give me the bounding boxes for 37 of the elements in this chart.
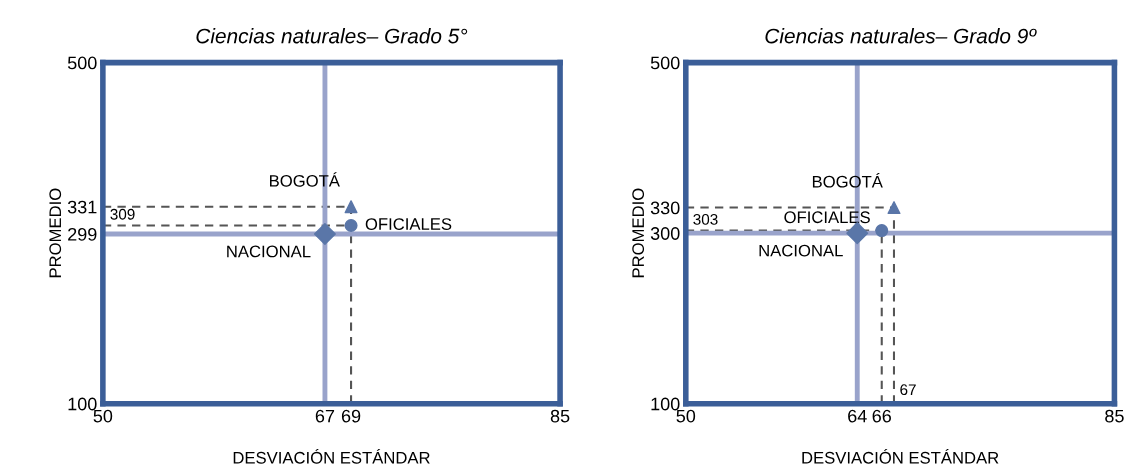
- point: [875, 224, 889, 238]
- series-label: BOGOTÁ: [270, 172, 340, 187]
- y-tick-label: 299: [68, 227, 97, 241]
- y-tick-label: 331: [67, 200, 97, 214]
- y-tick-label: 330: [650, 201, 680, 215]
- series-label: OFICIALES: [365, 218, 452, 230]
- x-axis-title: DESVIACIÓN ESTÁNDAR: [802, 449, 999, 464]
- ref-line-label: 309: [110, 208, 135, 220]
- chart-title: Ciencias naturales– Grado 5°: [196, 28, 468, 44]
- x-axis-title: DESVIACIÓN ESTÁNDAR: [233, 449, 430, 464]
- x-tick-label: 69: [341, 409, 361, 423]
- ref-line-label: 303: [693, 213, 718, 225]
- series-label: NACIONAL: [759, 244, 843, 257]
- y-tick-label: 300: [650, 227, 680, 240]
- point: [887, 201, 901, 215]
- ref-line-label: 67: [900, 384, 916, 396]
- series-label: OFICIALES: [784, 211, 870, 224]
- y-axis-title: PROMEDIO: [632, 188, 645, 278]
- y-tick-label: 500: [67, 56, 97, 70]
- point: [313, 223, 336, 246]
- x-tick-label: 67: [315, 409, 335, 423]
- point: [344, 200, 358, 214]
- x-tick-label: 66: [872, 409, 891, 423]
- point: [846, 222, 869, 245]
- series-label: BOGOTÁ: [812, 173, 883, 188]
- x-tick-label: 85: [550, 409, 570, 423]
- x-tick-label: 64: [848, 409, 867, 423]
- x-tick-label: 85: [1105, 409, 1124, 423]
- y-axis-title: PROMEDIO: [49, 188, 62, 278]
- point: [344, 218, 358, 232]
- y-tick-label: 100: [68, 397, 97, 411]
- y-tick-label: 500: [650, 56, 680, 70]
- x-tick-label: 50: [676, 409, 696, 423]
- chart-title: Ciencias naturales– Grado 9º: [765, 28, 1037, 44]
- y-tick-label: 100: [651, 397, 680, 411]
- x-tick-label: 50: [93, 409, 113, 423]
- series-label: NACIONAL: [227, 245, 311, 258]
